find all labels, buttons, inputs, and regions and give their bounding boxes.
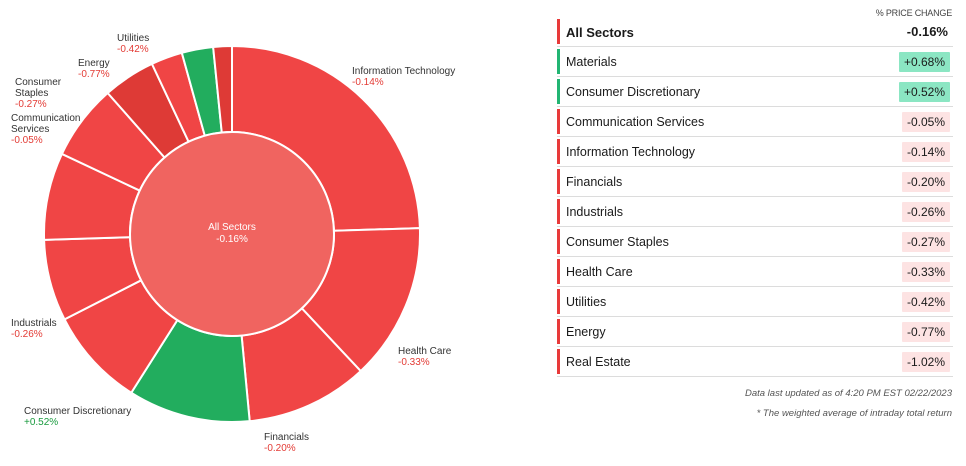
sector-performance-table: % PRICE CHANGE All Sectors -0.16% Materi… [557,0,955,466]
sector-donut-chart: All Sectors -0.16% Information Technolog… [11,33,456,454]
label-financials: Financials -0.20% [264,432,310,454]
table-row[interactable]: Financials -0.20% [557,167,953,197]
trend-bar [557,199,560,224]
sector-name: Health Care [566,265,633,279]
trend-bar [557,169,560,194]
sector-change-badge: -0.27% [901,232,950,252]
sector-change-badge: +0.52% [898,82,950,102]
trend-bar [557,79,560,104]
donut-center-circle[interactable] [129,131,335,337]
center-sector-value: -0.16% [216,234,248,245]
trend-bar [557,49,560,74]
trend-bar [557,109,560,134]
label-consumer-staples: Consumer Staples -0.27% [15,77,62,110]
price-change-header: % PRICE CHANGE [875,8,952,18]
table-row[interactable]: Utilities -0.42% [557,287,953,317]
weighted-average-note: * The weighted average of intraday total… [756,408,952,419]
sector-name: Financials [566,175,623,189]
table-row[interactable]: Materials +0.68% [557,47,953,77]
table-row[interactable]: All Sectors -0.16% [557,17,953,47]
table-row[interactable]: Consumer Discretionary +0.52% [557,77,953,107]
sector-name: Utilities [566,295,607,309]
trend-bar [557,139,560,164]
sector-change-badge: -0.42% [901,292,950,312]
trend-bar [557,229,560,254]
sector-change-badge: -0.05% [901,112,950,132]
sector-change-badge: -1.02% [901,352,950,372]
label-consumer-discretionary: Consumer Discretionary +0.52% [24,406,132,428]
table-row[interactable]: Health Care -0.33% [557,257,953,287]
trend-bar [557,319,560,344]
table-row[interactable]: Real Estate -1.02% [557,347,953,377]
data-updated-note: Data last updated as of 4:20 PM EST 02/2… [744,388,952,399]
sector-change-badge: -0.26% [901,202,950,222]
sector-name: Information Technology [566,145,696,159]
trend-bar [557,349,560,374]
sector-change-badge: -0.33% [901,262,950,282]
table-row[interactable]: Industrials -0.26% [557,197,953,227]
sector-name: Energy [566,325,606,339]
trend-bar [557,19,560,44]
table-row[interactable]: Energy -0.77% [557,317,953,347]
sector-name: Communication Services [566,115,705,129]
sector-change: -0.16% [906,24,948,39]
donut-center-label: All Sectors -0.16% [182,222,282,246]
label-energy: Energy -0.77% [78,58,110,80]
trend-bar [557,289,560,314]
table-row[interactable]: Consumer Staples -0.27% [557,227,953,257]
sector-name: All Sectors [566,25,634,40]
sector-change-badge: -0.14% [901,142,950,162]
table-row[interactable]: Information Technology -0.14% [557,137,953,167]
sector-change-badge: +0.68% [898,52,950,72]
trend-bar [557,259,560,284]
sector-change-badge: -0.77% [901,322,950,342]
sector-name: Materials [566,55,617,69]
label-information-technology: Information Technology -0.14% [352,66,456,88]
sector-change-badge: -0.20% [901,172,950,192]
donut-svg [43,44,421,423]
label-utilities: Utilities -0.42% [117,33,150,55]
label-industrials: Industrials -0.26% [11,318,57,340]
sector-name: Consumer Discretionary [566,85,701,99]
sector-name: Consumer Staples [566,235,669,249]
sector-name: Industrials [566,205,623,219]
label-communication-services: Communication Services -0.05% [11,113,81,146]
sector-name: Real Estate [566,355,631,369]
table-row[interactable]: Communication Services -0.05% [557,107,953,137]
label-health-care: Health Care -0.33% [398,346,452,368]
center-sector-name: All Sectors [208,222,256,233]
